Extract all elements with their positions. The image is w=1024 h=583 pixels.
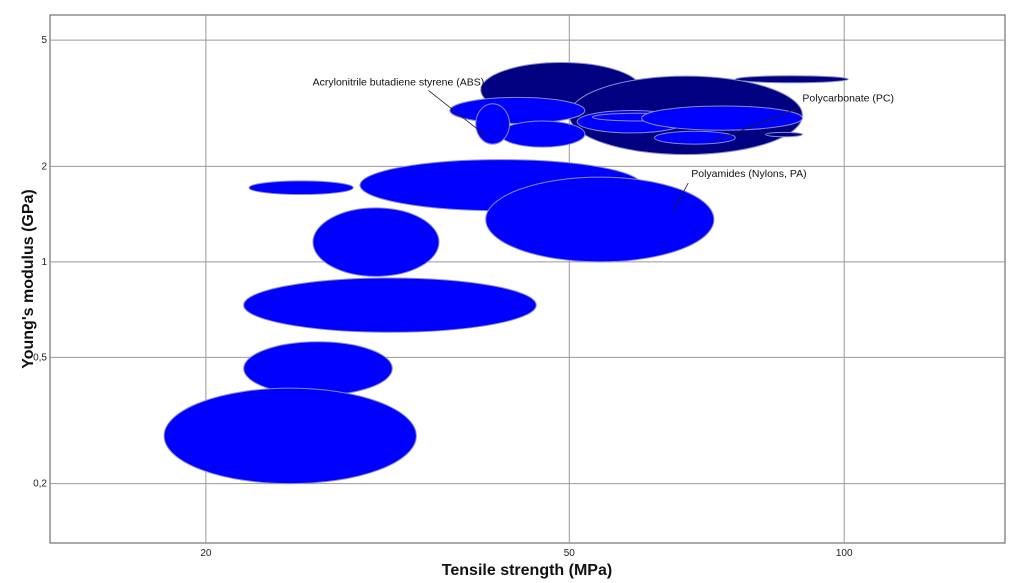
material-bubble [485, 176, 715, 263]
y-tick-label: 2 [41, 161, 47, 172]
x-tick-label: 20 [200, 548, 212, 559]
material-bubble [248, 180, 354, 196]
highlight-bubble [764, 131, 803, 138]
material-bubble [243, 277, 537, 333]
annotation-label: Acrylonitrile butadiene styrene (ABS) [313, 76, 485, 88]
annotation-leader [672, 182, 689, 211]
material-bubble [499, 120, 586, 148]
annotation-label: Polycarbonate (PC) [802, 93, 894, 105]
x-tick-label: 100 [836, 548, 853, 559]
y-tick-label: 1 [41, 257, 47, 268]
material-bubble [449, 96, 586, 125]
x-axis-ticks: 20 50 100 [200, 548, 853, 559]
material-bubble [475, 103, 510, 145]
annotations-layer: Acrylonitrile butadiene styrene (ABS) Pol… [313, 76, 894, 211]
y-tick-label: 0,2 [33, 479, 47, 490]
bubbles-layer [163, 62, 849, 485]
x-tick-label: 50 [564, 548, 576, 559]
annotation-leader [428, 90, 486, 136]
y-axis-ticks: 0,2 0,5 1 2 5 [33, 35, 47, 490]
x-axis-title: Tensile strength (MPa) [442, 562, 612, 579]
y-tick-label: 5 [41, 35, 47, 46]
material-bubble [163, 387, 417, 485]
y-tick-label: 0,5 [33, 352, 47, 363]
annotation-leader [713, 107, 800, 142]
material-bubble [312, 207, 440, 277]
material-bubble [641, 105, 803, 131]
highlight-bubble [734, 75, 849, 84]
material-bubble [243, 341, 393, 396]
annotation-label: Polyamides (Nylons, PA) [691, 168, 806, 180]
y-axis-title: Young's modulus (GPa) [20, 189, 37, 369]
